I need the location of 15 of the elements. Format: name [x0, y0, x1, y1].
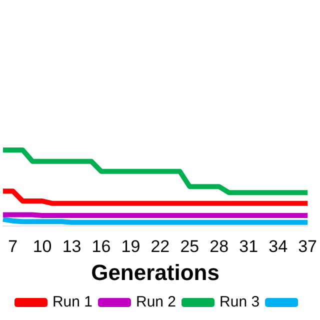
x-tick-label: 25: [180, 237, 200, 256]
x-axis-title: Generations: [91, 260, 220, 285]
legend-label: Run 3: [220, 294, 260, 311]
x-tick-label: 10: [32, 237, 52, 256]
x-tick-label: 22: [150, 237, 170, 256]
x-tick-label: 7: [8, 237, 18, 256]
x-tick-label: 31: [239, 237, 258, 256]
x-tick-label: 19: [121, 237, 140, 256]
legend-label: Run 1: [52, 294, 92, 311]
x-tick-label: 34: [268, 237, 288, 256]
x-tick-label: 16: [92, 237, 111, 256]
x-tick-label: 37: [298, 237, 318, 256]
x-tick-label: 13: [62, 237, 82, 256]
legend-label: Run 2: [136, 294, 176, 311]
x-tick-label: 28: [210, 237, 229, 256]
